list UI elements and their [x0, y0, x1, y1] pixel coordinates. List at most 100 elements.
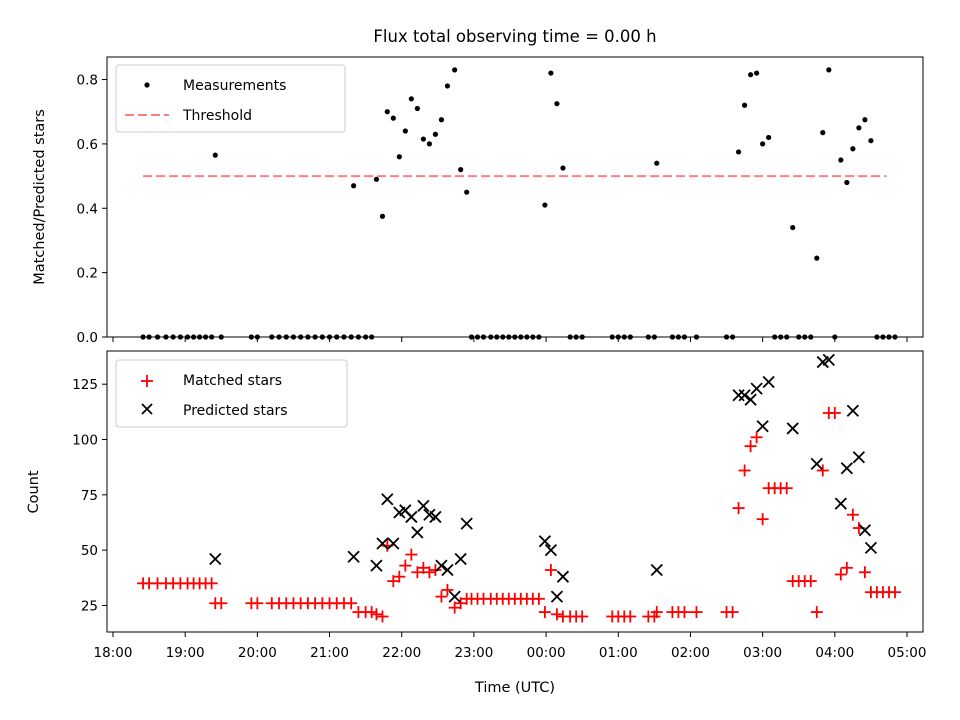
measurement-point: [488, 334, 494, 340]
measurement-point: [669, 334, 676, 340]
measurement-point: [355, 334, 362, 340]
measurement-point: [458, 167, 464, 173]
measurement-point: [426, 141, 432, 147]
legend-predicted-marker: [141, 403, 153, 415]
bottom-y-axis-label: Count: [26, 470, 42, 513]
measurement-point: [432, 131, 439, 137]
measurement-point: [892, 334, 898, 340]
bottom-panel: 25 50 75 100 125 18:00 19:00 20:00 21:00 22:00 23…: [26, 350, 926, 696]
measurement-point: [579, 334, 585, 340]
predicted-star-point: [550, 590, 564, 603]
measurement-point: [474, 334, 481, 340]
predicted-star-point: [810, 457, 823, 470]
measurement-point: [170, 334, 176, 340]
predicted-star-point: [834, 497, 847, 510]
measurement-point: [384, 109, 390, 115]
matched-star-point: [804, 575, 817, 588]
measurement-point: [283, 334, 289, 340]
predicted-star-point: [544, 543, 558, 557]
matched-star-point: [454, 597, 467, 610]
matched-star-point: [888, 586, 901, 599]
matched-star-point: [840, 561, 853, 574]
matched-star-point: [726, 606, 739, 619]
x-tick-label: 18:00: [94, 645, 133, 661]
measurement-point: [218, 334, 224, 340]
measurement-points: [140, 67, 898, 340]
measurement-point: [452, 67, 458, 73]
chart-title: Flux total observing time = 0.00 h: [373, 27, 656, 46]
measurement-point: [790, 224, 796, 231]
bottom-y-tick-label: 125: [72, 377, 98, 393]
matched-star-point: [678, 606, 691, 619]
matched-star-point: [750, 431, 763, 444]
predicted-star-point: [417, 499, 430, 513]
measurement-point: [723, 334, 730, 340]
measurement-point: [379, 213, 386, 219]
measurement-point: [554, 101, 560, 107]
measurement-point: [480, 334, 487, 340]
matched-star-point: [816, 464, 829, 477]
predicted-star-point: [858, 524, 872, 537]
measurement-point: [802, 334, 808, 340]
predicted-star-point: [448, 590, 461, 603]
measurement-point: [784, 334, 790, 340]
matched-star-point: [370, 608, 383, 621]
measurement-point: [754, 70, 760, 76]
matched-star-point: [393, 570, 406, 583]
predicted-star-point: [732, 389, 745, 402]
predicted-star-point: [370, 559, 383, 572]
measurement-point: [609, 334, 615, 340]
measurement-point: [298, 334, 304, 340]
measurement-point: [154, 334, 161, 340]
measurement-point: [334, 334, 340, 340]
measurement-point: [209, 334, 215, 340]
bottom-y-tick-label: 75: [81, 488, 98, 504]
bottom-x-ticks: 18:00 19:00 20:00 21:00 22:00 23:00 00:00 01:00…: [94, 632, 926, 661]
matched-star-point: [576, 610, 589, 623]
bottom-y-tick-label: 50: [81, 543, 98, 559]
measurement-point: [369, 334, 375, 340]
measurement-point: [862, 117, 868, 123]
measurement-point: [184, 334, 191, 340]
top-y-tick-label: 0.6: [77, 137, 98, 153]
measurement-point: [536, 334, 542, 340]
measurement-point: [748, 72, 754, 78]
bottom-y-tick-label: 100: [72, 433, 98, 449]
matched-stars-points: [137, 406, 901, 623]
predicted-star-point: [454, 552, 467, 566]
measurement-point: [735, 149, 742, 155]
measurement-point: [573, 334, 579, 340]
measurement-point: [203, 334, 209, 340]
matched-star-point: [251, 597, 264, 610]
measurement-point: [518, 334, 524, 340]
top-y-tick-label: 0.4: [77, 201, 98, 217]
measurement-point: [880, 334, 886, 340]
predicted-star-point: [852, 451, 866, 464]
predicted-star-point: [460, 517, 473, 530]
matched-star-point: [215, 597, 228, 610]
measurement-point: [191, 334, 197, 340]
measurement-point: [464, 189, 470, 195]
predicted-stars-points: [209, 353, 878, 603]
matched-star-point: [650, 606, 663, 619]
x-tick-label: 01:00: [599, 645, 638, 661]
measurement-point: [766, 134, 772, 141]
measurement-point: [772, 334, 778, 340]
top-legend: Measurements Threshold: [115, 64, 346, 133]
measurement-point: [177, 334, 183, 340]
measurement-point: [856, 125, 862, 131]
matched-star-point: [858, 566, 871, 579]
predicted-star-point: [435, 559, 448, 572]
measurement-point: [212, 152, 218, 158]
matched-star-point: [376, 610, 389, 623]
predicted-star-point: [822, 353, 835, 366]
matched-star-point: [544, 564, 557, 577]
top-panel: Flux total observing time = 0.00 h 0.00.…: [32, 27, 924, 346]
measurement-point: [729, 334, 736, 340]
measurement-point: [654, 160, 660, 166]
measurement-point: [693, 334, 700, 340]
matched-star-point: [435, 590, 448, 603]
legend-threshold-label: Threshold: [182, 108, 252, 124]
measurement-point: [741, 102, 748, 108]
